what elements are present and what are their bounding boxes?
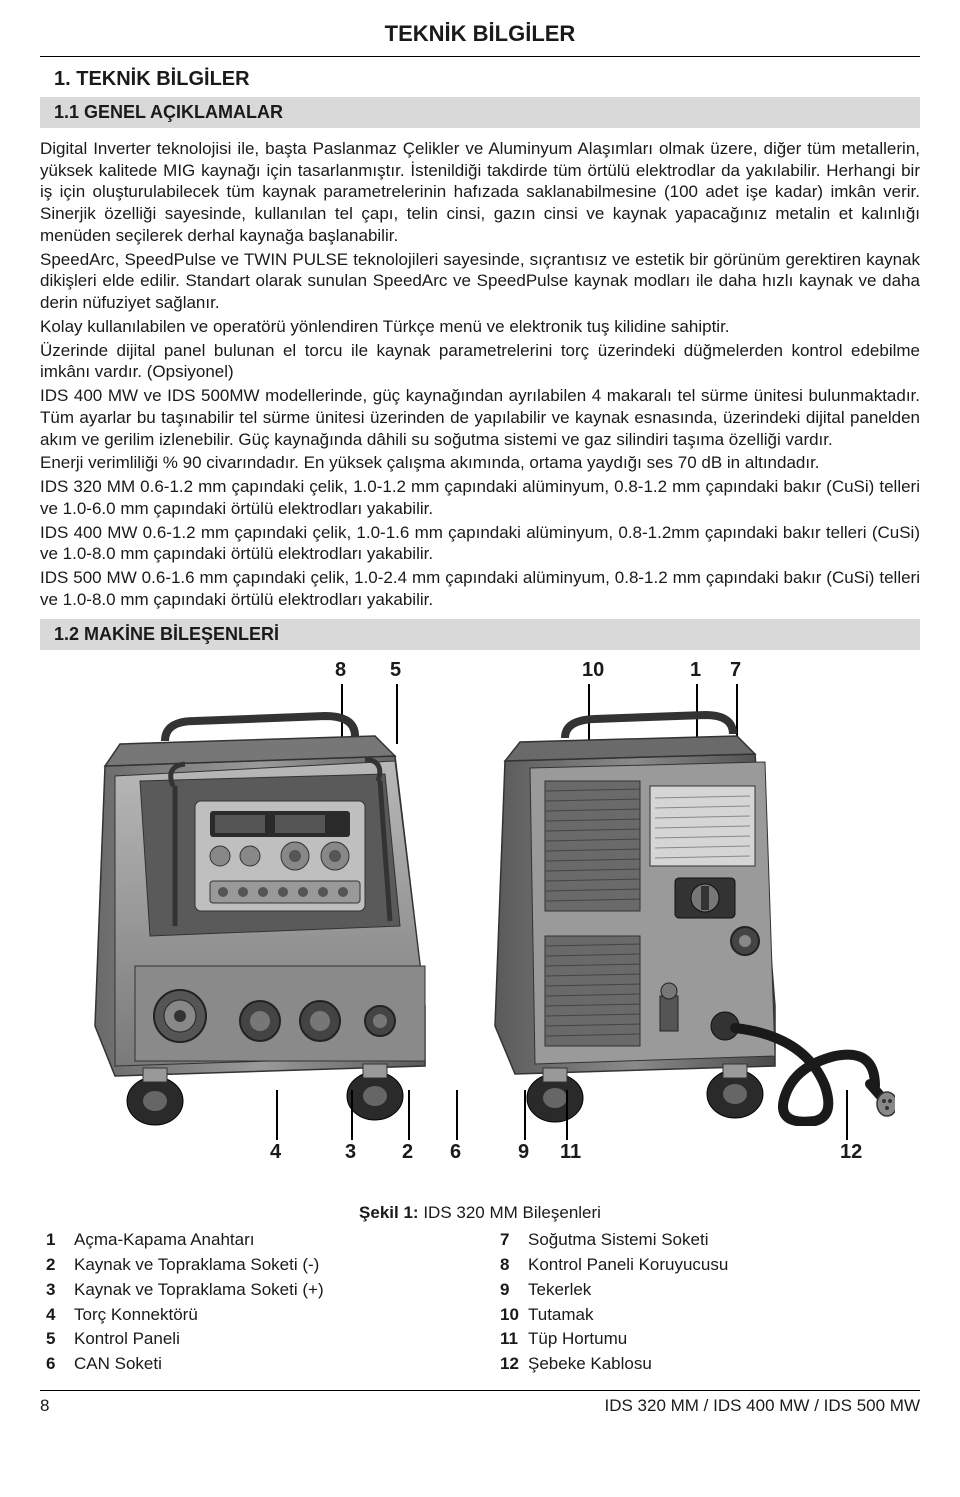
legend-row: 1Açma-Kapama Anahtarı [46, 1229, 460, 1251]
callout-row-top: 8 5 10 1 7 [40, 658, 920, 686]
legend-row: 3Kaynak ve Topraklama Soketi (+) [46, 1279, 460, 1301]
callout-line [846, 1090, 848, 1140]
callout-line [456, 1090, 458, 1140]
legend-label: Tüp Hortumu [528, 1328, 627, 1350]
legend-label: CAN Soketi [74, 1353, 162, 1375]
callout-number: 11 [560, 1140, 581, 1166]
section-1-1-heading: 1.1 GENEL AÇIKLAMALAR [40, 97, 920, 128]
legend-label: Kontrol Paneli [74, 1328, 180, 1350]
legend-num: 4 [46, 1304, 74, 1326]
legend-num: 6 [46, 1353, 74, 1375]
legend-row: 8Kontrol Paneli Koruyucusu [500, 1254, 914, 1276]
callout-line [566, 1090, 568, 1140]
machine-container [40, 686, 920, 1126]
legend-row: 2Kaynak ve Topraklama Soketi (-) [46, 1254, 460, 1276]
legend-label: Kaynak ve Topraklama Soketi (-) [74, 1254, 319, 1276]
figure-area: 8 5 10 1 7 [40, 658, 920, 1198]
legend-row: 10Tutamak [500, 1304, 914, 1326]
legend-label: Tekerlek [528, 1279, 591, 1301]
callout-number: 12 [840, 1140, 862, 1166]
callout-line [276, 1090, 278, 1140]
legend-row: 5Kontrol Paneli [46, 1328, 460, 1350]
callout-line [408, 1090, 410, 1140]
legend-row: 4Torç Konnektörü [46, 1304, 460, 1326]
callout-number: 4 [270, 1140, 281, 1166]
callout-row-bottom: 4 3 2 6 9 11 12 [40, 1126, 920, 1166]
legend-num: 11 [500, 1328, 528, 1350]
machine-rear [475, 706, 895, 1126]
section-1-2-heading: 1.2 MAKİNE BİLEŞENLERİ [40, 619, 920, 650]
callout-number: 6 [450, 1140, 461, 1166]
legend-label: Kontrol Paneli Koruyucusu [528, 1254, 728, 1276]
legend-num: 3 [46, 1279, 74, 1301]
footer-model: IDS 320 MM / IDS 400 MW / IDS 500 MW [604, 1395, 920, 1417]
callout-number: 3 [345, 1140, 356, 1166]
callout-number: 7 [730, 658, 741, 684]
callout-number: 10 [582, 658, 604, 684]
body-paragraph: Kolay kullanılabilen ve operatörü yönlen… [40, 316, 920, 338]
legend-row: 11Tüp Hortumu [500, 1328, 914, 1350]
body-paragraph: SpeedArc, SpeedPulse ve TWIN PULSE tekno… [40, 249, 920, 314]
legend-label: Soğutma Sistemi Soketi [528, 1229, 708, 1251]
legend-col-left: 1Açma-Kapama Anahtarı2Kaynak ve Toprakla… [46, 1229, 460, 1378]
callout-line [524, 1090, 526, 1140]
legend-num: 2 [46, 1254, 74, 1276]
legend: 1Açma-Kapama Anahtarı2Kaynak ve Toprakla… [40, 1229, 920, 1378]
divider-top [40, 56, 920, 57]
legend-row: 12Şebeke Kablosu [500, 1353, 914, 1375]
figure-caption: Şekil 1: IDS 320 MM Bileşenleri [40, 1202, 920, 1224]
body-paragraph: Üzerinde dijital panel bulunan el torcu … [40, 340, 920, 384]
legend-row: 7Soğutma Sistemi Soketi [500, 1229, 914, 1251]
body-text: Digital Inverter teknolojisi ile, başta … [40, 138, 920, 611]
footer-page-num: 8 [40, 1395, 49, 1417]
legend-num: 5 [46, 1328, 74, 1350]
legend-label: Kaynak ve Topraklama Soketi (+) [74, 1279, 324, 1301]
body-paragraph: IDS 500 MW 0.6-1.6 mm çapındaki çelik, 1… [40, 567, 920, 611]
figure-caption-rest: IDS 320 MM Bileşenleri [419, 1203, 601, 1222]
body-paragraph: IDS 400 MW 0.6-1.2 mm çapındaki çelik, 1… [40, 522, 920, 566]
legend-num: 12 [500, 1353, 528, 1375]
legend-col-right: 7Soğutma Sistemi Soketi8Kontrol Paneli K… [500, 1229, 914, 1378]
callout-line [351, 1090, 353, 1140]
legend-num: 8 [500, 1254, 528, 1276]
legend-label: Şebeke Kablosu [528, 1353, 652, 1375]
body-paragraph: Enerji verimliliği % 90 civarındadır. En… [40, 452, 920, 474]
legend-label: Açma-Kapama Anahtarı [74, 1229, 254, 1251]
callout-number: 2 [402, 1140, 413, 1166]
body-paragraph: IDS 400 MW ve IDS 500MW modellerinde, gü… [40, 385, 920, 450]
body-paragraph: IDS 320 MM 0.6-1.2 mm çapındaki çelik, 1… [40, 476, 920, 520]
figure-caption-bold: Şekil 1: [359, 1203, 419, 1222]
legend-num: 7 [500, 1229, 528, 1251]
legend-num: 10 [500, 1304, 528, 1326]
body-paragraph: Digital Inverter teknolojisi ile, başta … [40, 138, 920, 247]
callout-number: 5 [390, 658, 401, 684]
legend-label: Torç Konnektörü [74, 1304, 198, 1326]
legend-row: 9Tekerlek [500, 1279, 914, 1301]
legend-row: 6CAN Soketi [46, 1353, 460, 1375]
section-1-heading: 1. TEKNİK BİLGİLER [40, 67, 920, 93]
callout-number: 8 [335, 658, 346, 684]
legend-label: Tutamak [528, 1304, 594, 1326]
machine-front [65, 706, 445, 1126]
footer: 8 IDS 320 MM / IDS 400 MW / IDS 500 MW [40, 1390, 920, 1417]
legend-num: 9 [500, 1279, 528, 1301]
callout-number: 1 [690, 658, 701, 684]
callout-number: 9 [518, 1140, 529, 1166]
page-title: TEKNİK BİLGİLER [40, 20, 920, 48]
legend-num: 1 [46, 1229, 74, 1251]
